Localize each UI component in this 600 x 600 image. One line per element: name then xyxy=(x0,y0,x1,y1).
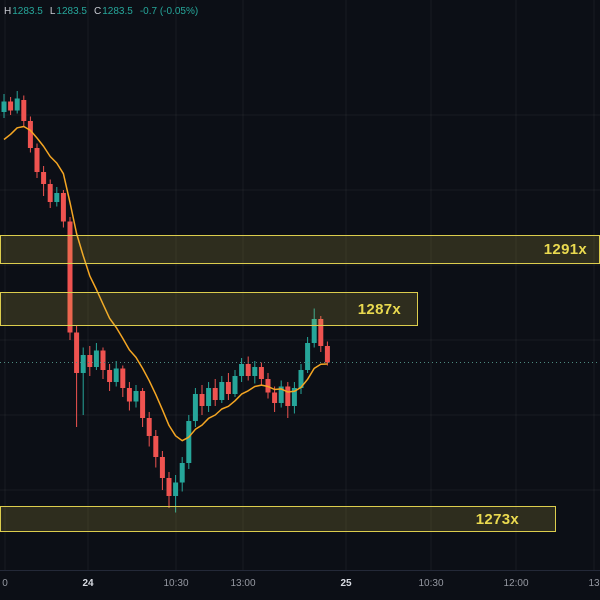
zone-1287-label: 1287x xyxy=(357,300,401,318)
legend-high-value: 1283.5 xyxy=(12,6,43,17)
time-label: 12:00 xyxy=(503,578,529,589)
zone-1273-label: 1273x xyxy=(475,510,519,528)
time-label: 10:30 xyxy=(163,578,189,589)
candlestick-chart xyxy=(0,0,600,570)
legend-close-value: 1283.5 xyxy=(102,6,133,17)
time-label: 10:30 xyxy=(418,578,444,589)
legend-change-value: -0.7 (-0.05%) xyxy=(139,6,199,17)
time-label: 25 xyxy=(340,578,352,589)
chart-area[interactable]: 1291x 1287x 1273x H1283.5 L1283.5 C1283.5-… xyxy=(0,0,600,570)
legend-low-label: L xyxy=(49,6,56,17)
legend-close-label: C xyxy=(93,6,102,17)
ohlc-legend: H1283.5 L1283.5 C1283.5 -0.7 (-0.05%) xyxy=(4,6,198,17)
time-label: 13:00 xyxy=(230,578,256,589)
time-label: 13 xyxy=(588,578,600,589)
grid-layer xyxy=(0,0,600,570)
zone-1291-label: 1291x xyxy=(543,241,587,258)
time-label: 0 xyxy=(2,578,8,589)
legend-high-label: H xyxy=(4,6,12,17)
ma-line xyxy=(3,125,328,442)
time-axis[interactable]: 0 24 10:30 13:00 25 10:30 12:00 13 xyxy=(0,570,600,600)
zone-1291[interactable]: 1291x xyxy=(0,235,600,264)
legend-low-value: 1283.5 xyxy=(56,6,87,17)
candles-layer xyxy=(1,91,330,513)
time-label: 24 xyxy=(82,578,94,589)
zone-1273[interactable]: 1273x xyxy=(0,506,556,532)
zone-1287[interactable]: 1287x xyxy=(0,292,418,326)
